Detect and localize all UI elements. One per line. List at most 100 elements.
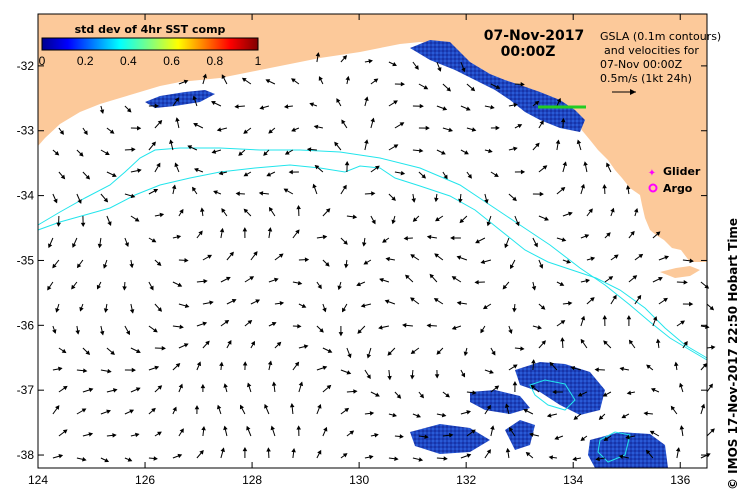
velocity-arrow-head — [584, 234, 590, 239]
velocity-arrow-head — [318, 76, 323, 81]
velocity-arrow-head — [412, 217, 418, 222]
velocity-arrow-head — [577, 392, 583, 397]
velocity-arrow-head — [349, 430, 355, 435]
velocity-arrow-head — [517, 124, 523, 129]
velocity-arrow-head — [598, 415, 604, 420]
velocity-arrow-head — [104, 458, 110, 463]
velocity-arrow-head — [289, 403, 295, 408]
velocity-arrow-head — [71, 284, 76, 290]
velocity-arrow-head — [174, 97, 180, 103]
velocity-arrow-head — [683, 341, 688, 346]
velocity-arrow-head — [267, 227, 273, 232]
velocity-arrow-head — [60, 174, 66, 180]
velocity-arrow-head — [62, 429, 68, 434]
velocity-arrow-head — [177, 282, 183, 287]
info-line-1: GSLA (0.1m contours) — [600, 30, 721, 43]
velocity-arrow-head — [387, 375, 392, 381]
velocity-arrow-head — [463, 351, 469, 357]
velocity-arrow-head — [437, 67, 442, 72]
longitude-axis: 124 126 128 130 132 134 136 — [28, 14, 691, 487]
velocity-arrow-head — [486, 404, 491, 410]
velocity-arrow-head — [52, 329, 57, 334]
velocity-arrow-head — [471, 429, 476, 434]
velocity-arrow-head — [425, 125, 430, 131]
velocity-arrow-head — [366, 374, 371, 380]
velocity-arrow-head — [83, 130, 88, 136]
velocity-arrow-head — [399, 434, 404, 439]
velocity-arrow-head — [52, 263, 57, 269]
velocity-arrow-head — [554, 435, 560, 440]
velocity-arrow-head — [112, 433, 117, 438]
velocity-arrow-head — [512, 364, 518, 369]
velocity-arrow-head — [442, 106, 448, 111]
colorbar-tick-label: 0.4 — [120, 54, 137, 68]
velocity-arrow-head — [85, 174, 91, 180]
velocity-arrow-head — [200, 207, 205, 212]
velocity-arrow-head — [466, 410, 471, 415]
velocity-arrow-head — [211, 149, 217, 154]
velocity-arrow-head — [663, 297, 668, 303]
velocity-arrow-head — [410, 254, 416, 259]
velocity-arrow-head — [58, 366, 63, 372]
velocity-arrow-head — [630, 230, 635, 236]
velocity-arrow-head — [560, 186, 566, 192]
velocity-arrow-head — [323, 426, 328, 432]
velocity-arrow-head — [151, 141, 156, 147]
velocity-arrow-head — [580, 338, 585, 344]
velocity-arrow-head — [538, 264, 544, 269]
velocity-arrows — [47, 52, 716, 463]
velocity-arrow-head — [298, 381, 304, 387]
velocity-arrow-head — [529, 432, 534, 437]
lon-tick-label: 136 — [670, 473, 690, 487]
velocity-arrow-head — [392, 62, 397, 67]
velocity-arrow-head — [424, 434, 429, 440]
velocity-arrow-head — [183, 343, 189, 348]
velocity-arrow-head — [356, 281, 361, 287]
velocity-arrow-head — [198, 230, 203, 236]
info-line-2: and velocities for — [604, 44, 699, 57]
velocity-arrow-head — [259, 105, 265, 110]
velocity-arrow-head — [515, 221, 520, 227]
velocity-arrow-head — [58, 454, 64, 459]
velocity-arrow-head — [151, 238, 157, 243]
velocity-arrow-head — [303, 344, 309, 349]
velocity-arrow-head — [47, 285, 52, 291]
velocity-arrow-head — [218, 170, 224, 176]
velocity-arrow-head — [396, 394, 402, 399]
velocity-arrow-head — [157, 307, 163, 312]
velocity-arrow-head — [583, 161, 588, 166]
velocity-arrow-head — [628, 339, 634, 345]
argo-marker-icon — [648, 183, 658, 193]
velocity-arrow-head — [434, 253, 439, 258]
velocity-arrow-head — [382, 238, 387, 243]
velocity-arrow-head — [505, 447, 511, 453]
velocity-arrow-head — [322, 234, 328, 240]
velocity-arrow-head — [315, 52, 321, 57]
sst-patch — [588, 432, 668, 468]
velocity-arrow-head — [626, 315, 632, 320]
velocity-arrow-head — [342, 453, 348, 458]
velocity-arrow-head — [258, 191, 264, 196]
velocity-arrow-head — [199, 449, 204, 455]
velocity-arrow-head — [130, 193, 136, 199]
velocity-arrow-head — [201, 425, 206, 431]
velocity-arrow-head — [513, 102, 518, 108]
velocity-arrow-head — [472, 390, 477, 395]
velocity-arrow-head — [394, 456, 399, 461]
velocity-arrow-head — [632, 275, 638, 280]
velocity-arrow-head — [153, 189, 159, 194]
velocity-arrow-head — [590, 256, 596, 262]
velocity-arrow-head — [317, 403, 322, 409]
velocity-arrow-head — [56, 222, 61, 227]
velocity-arrow-head — [410, 297, 415, 302]
velocity-arrow-head — [461, 67, 466, 73]
velocity-arrow-head — [273, 277, 279, 283]
velocity-arrow-head — [342, 55, 348, 60]
velocity-arrow-head — [369, 411, 375, 416]
velocity-arrow-head — [418, 457, 424, 462]
velocity-arrow-head — [560, 320, 566, 325]
velocity-arrow-head — [456, 300, 462, 306]
velocity-arrow-head — [466, 453, 472, 458]
velocity-arrow-head — [179, 208, 184, 214]
velocity-arrow-head — [184, 258, 189, 263]
